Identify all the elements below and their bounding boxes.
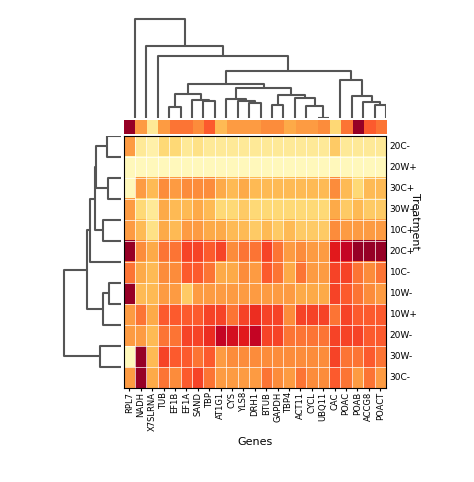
Text: 30C+: 30C+ <box>390 184 415 193</box>
Text: 20W+: 20W+ <box>390 163 418 172</box>
Text: 20C+: 20C+ <box>390 247 415 256</box>
Text: 20W-: 20W- <box>390 331 413 340</box>
Text: Treatment: Treatment <box>410 193 420 250</box>
Text: 30W-: 30W- <box>390 352 413 361</box>
Text: 10C-: 10C- <box>390 268 410 277</box>
X-axis label: Genes: Genes <box>237 437 273 447</box>
Text: 20C-: 20C- <box>390 142 410 151</box>
Text: 10C+: 10C+ <box>390 226 415 235</box>
Text: 30C-: 30C- <box>390 373 410 382</box>
Text: 10W+: 10W+ <box>390 310 418 319</box>
Text: 10W-: 10W- <box>390 289 413 298</box>
Text: 30W+: 30W+ <box>390 205 418 214</box>
